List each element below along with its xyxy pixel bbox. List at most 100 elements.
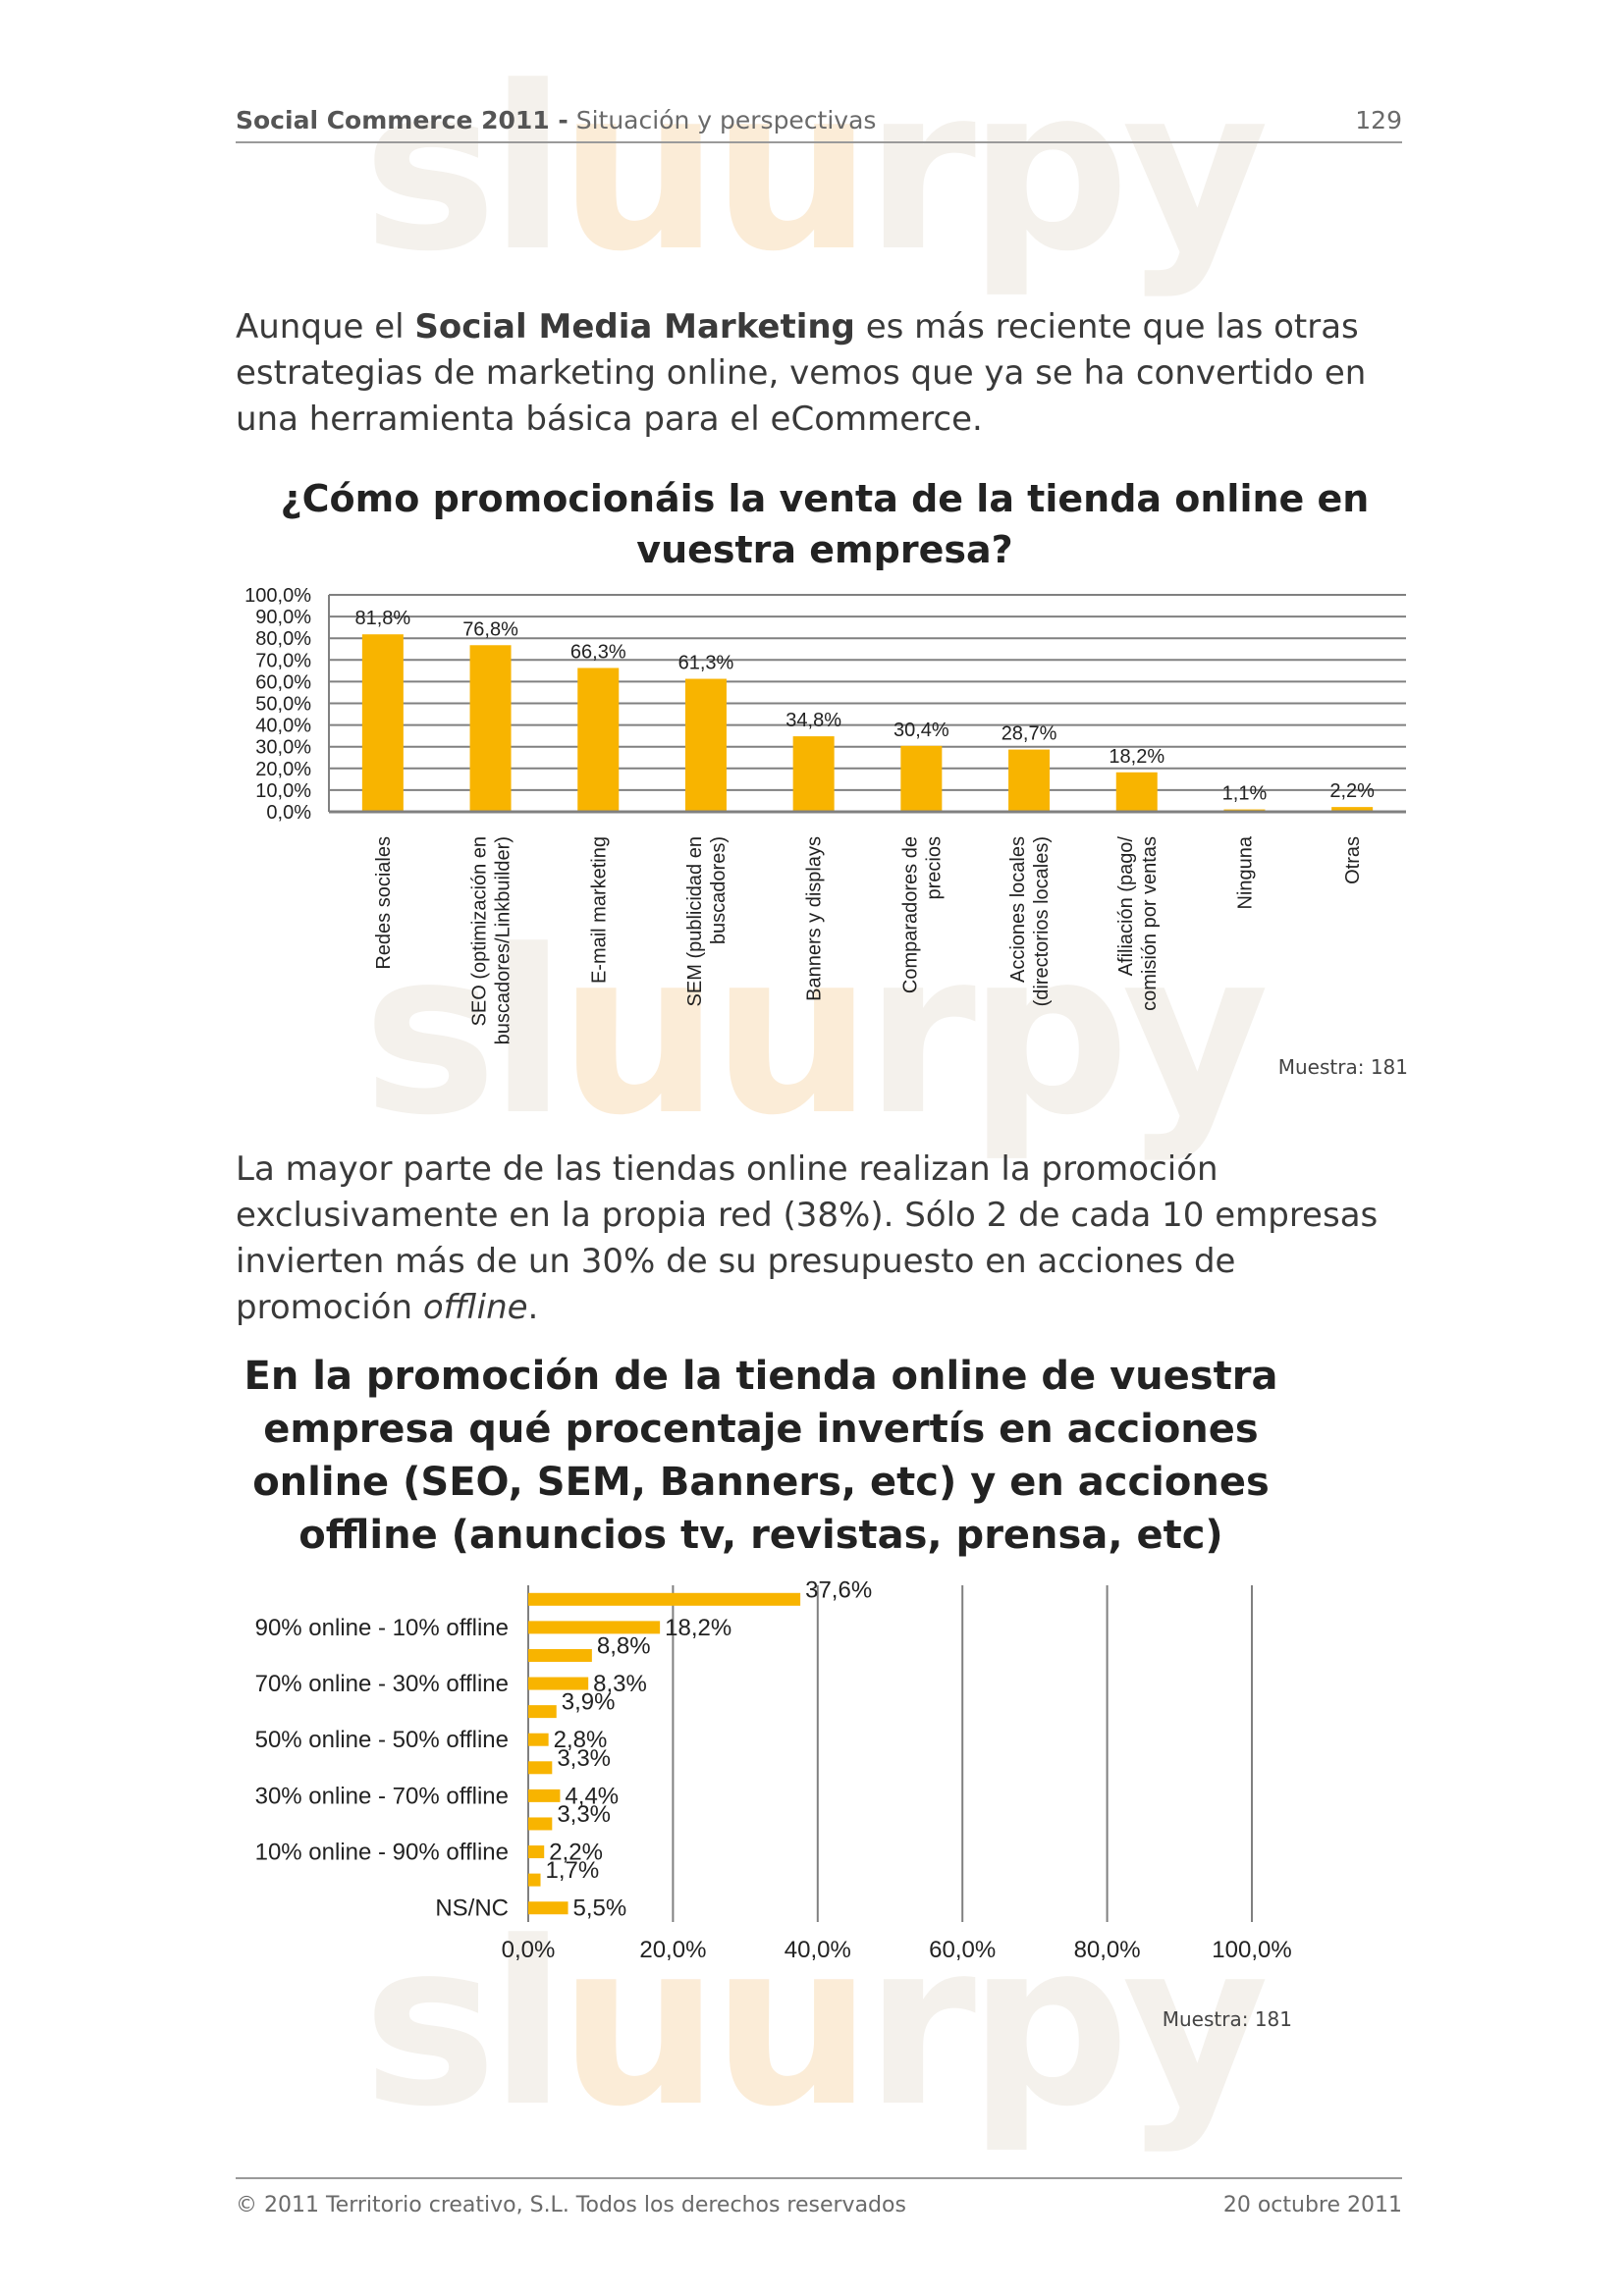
- chart1-category-label: Redes sociales: [373, 836, 395, 970]
- chart1-y-tick-label: 70,0%: [255, 650, 311, 671]
- chart2-bar: [528, 1789, 561, 1802]
- chart2-bar: [528, 1733, 549, 1746]
- chart1-y-tick-label: 90,0%: [255, 607, 311, 628]
- chart1-category-label: Acciones locales: [1007, 836, 1029, 983]
- chart2-value-label: 8,8%: [597, 1632, 651, 1659]
- chart1-category-label: SEM (publicidad en: [684, 836, 706, 1006]
- chart1-bars: [361, 634, 1374, 812]
- header-title: Social Commerce 2011 - Situación y persp…: [236, 106, 877, 134]
- chart1-y-tick-label: 40,0%: [255, 716, 311, 737]
- chart2-bar: [528, 1705, 557, 1719]
- page-header: Social Commerce 2011 - Situación y persp…: [236, 102, 1402, 143]
- chart1-bar: [1331, 807, 1374, 812]
- chart2-bar: [528, 1901, 568, 1915]
- chart1-value-label: 2,2%: [1329, 780, 1375, 802]
- chart2-x-tick-label: 100,0%: [1212, 1937, 1291, 1963]
- chart2-bars: [528, 1592, 801, 1915]
- chart2-x-tick-label: 40,0%: [785, 1937, 851, 1963]
- chart1-bar: [684, 678, 727, 812]
- chart1-category-label: Comparadores de: [899, 836, 921, 993]
- chart2-x-tick-label: 60,0%: [929, 1937, 996, 1963]
- footer-date: 20 octubre 2011: [1222, 2193, 1402, 2217]
- chart2-value-label: 3,3%: [557, 1745, 611, 1772]
- chart1-value-label: 34,8%: [785, 710, 841, 731]
- chart2-bar: [528, 1873, 541, 1887]
- watermark-bottom: sluurpy: [362, 1895, 1269, 2157]
- chart1-bar: [1115, 772, 1158, 812]
- chart1-y-tick-label: 100,0%: [244, 585, 311, 607]
- chart1-sample-note: Muestra: 181: [1277, 1055, 1408, 1079]
- chart2-x-tick-label: 80,0%: [1074, 1937, 1141, 1963]
- chart1-category-label: (directorios locales): [1031, 836, 1053, 1006]
- chart2-category-label: 90% online - 10% offline: [255, 1615, 509, 1641]
- chart2-value-label: 3,9%: [562, 1689, 616, 1716]
- chart2-category-label: 30% online - 70% offline: [255, 1783, 509, 1809]
- chart1-value-label: 61,3%: [678, 653, 734, 674]
- chart2-value-label: 1,7%: [546, 1857, 600, 1884]
- chart1-value-labels: 81,8% 76,8% 66,3% 61,3% 34,8% 30,4% 28,7% 18,2%…: [354, 608, 1375, 804]
- chart1-value-label: 18,2%: [1109, 746, 1164, 768]
- chart2-value-label: 37,6%: [805, 1576, 872, 1603]
- chart2-bar: [528, 1648, 592, 1662]
- footer-copyright: © 2011 Territorio creativo, S.L. Todos l…: [236, 2193, 906, 2217]
- chart2-bar: [528, 1621, 661, 1634]
- chart1-value-label: 28,7%: [1001, 723, 1057, 745]
- chart2-sample-note: Muestra: 181: [1162, 2007, 1292, 2031]
- chart1-category-label: precios: [923, 836, 945, 899]
- chart1-bar: [361, 634, 404, 812]
- chart1-category-label: SEO (optimización en: [469, 836, 491, 1026]
- chart1-category-label: Ninguna: [1234, 835, 1256, 909]
- chart1-y-tick-label: 0,0%: [266, 802, 311, 824]
- chart2-x-tick-label: 0,0%: [502, 1937, 556, 1963]
- chart2-bar: [528, 1845, 545, 1859]
- chart1-value-label: 76,8%: [462, 618, 518, 640]
- chart2-bar: [528, 1761, 553, 1775]
- chart1-bar: [792, 736, 835, 812]
- chart1-y-tick-label: 50,0%: [255, 694, 311, 716]
- chart1-bar: [577, 667, 620, 812]
- chart2-bar: [528, 1677, 589, 1690]
- chart2-category-label: 70% online - 30% offline: [255, 1671, 509, 1697]
- chart2-title: En la promoción de la tienda online de v…: [244, 1354, 1278, 1558]
- chart1-y-ticks: 0,0%10,0%20,0%30,0%40,0%50,0%60,0%70,0%8…: [244, 585, 311, 824]
- chart2-value-label: 3,3%: [557, 1801, 611, 1828]
- chart2-category-labels: 90% online - 10% offline 70% online - 30%…: [255, 1615, 509, 1922]
- chart2-gridlines: [527, 1585, 1253, 1922]
- chart1-bar: [900, 745, 943, 812]
- chart1-value-label: 30,4%: [893, 720, 949, 741]
- chart1-category-label: comisión por ventas: [1139, 836, 1161, 1011]
- chart1-category-label: Banners y displays: [804, 836, 826, 1001]
- chart2-bar: [528, 1817, 553, 1831]
- chart2-x-ticks: 0,0% 20,0% 40,0% 60,0% 80,0% 100,0%: [502, 1937, 1292, 1963]
- chart1-category-label: buscadores): [708, 836, 730, 944]
- chart1-y-tick-label: 80,0%: [255, 628, 311, 650]
- chart1-y-tick-label: 60,0%: [255, 671, 311, 693]
- chart1-y-tick-label: 20,0%: [255, 759, 311, 780]
- chart1-bar: [469, 645, 512, 812]
- page-footer: © 2011 Territorio creativo, S.L. Todos l…: [236, 2177, 1402, 2248]
- chart1-y-tick-label: 10,0%: [255, 780, 311, 802]
- chart2-value-label: 2,8%: [554, 1727, 608, 1753]
- chart2-category-label: 10% online - 90% offline: [255, 1840, 509, 1866]
- chart1-category-label: E-mail marketing: [588, 836, 610, 984]
- watermark-top: sluurpy: [362, 39, 1269, 301]
- chart2-value-label: 18,2%: [665, 1615, 731, 1641]
- chart1-category-label: Otras: [1342, 836, 1364, 884]
- chart1-gridlines: [328, 594, 1406, 812]
- chart2-category-label: NS/NC: [435, 1896, 509, 1922]
- chart1-value-label: 1,1%: [1222, 783, 1268, 805]
- chart2-value-label: 5,5%: [573, 1896, 627, 1922]
- chart2-category-label: 50% online - 50% offline: [255, 1727, 509, 1753]
- chart1-category-labels: Redes sociales SEO (optimización en buscad…: [373, 835, 1364, 1044]
- chart1-value-label: 66,3%: [570, 641, 626, 663]
- chart2-value-label: 4,4%: [565, 1783, 619, 1809]
- chart1-value-label: 81,8%: [354, 608, 410, 629]
- chart1-bar: [1008, 749, 1051, 812]
- chart1-title: ¿Cómo promocionáis la venta de la tienda…: [280, 477, 1370, 571]
- chart1-category-label: Afiliación (pago/: [1115, 836, 1137, 977]
- second-paragraph: La mayor parte de las tiendas online rea…: [236, 1149, 1379, 1327]
- chart2-value-label: 2,2%: [549, 1840, 603, 1866]
- chart1-category-label: buscadores/Linkbuilder): [493, 836, 514, 1044]
- chart1-bar: [1223, 809, 1266, 812]
- chart2-value-label: 8,3%: [593, 1671, 647, 1697]
